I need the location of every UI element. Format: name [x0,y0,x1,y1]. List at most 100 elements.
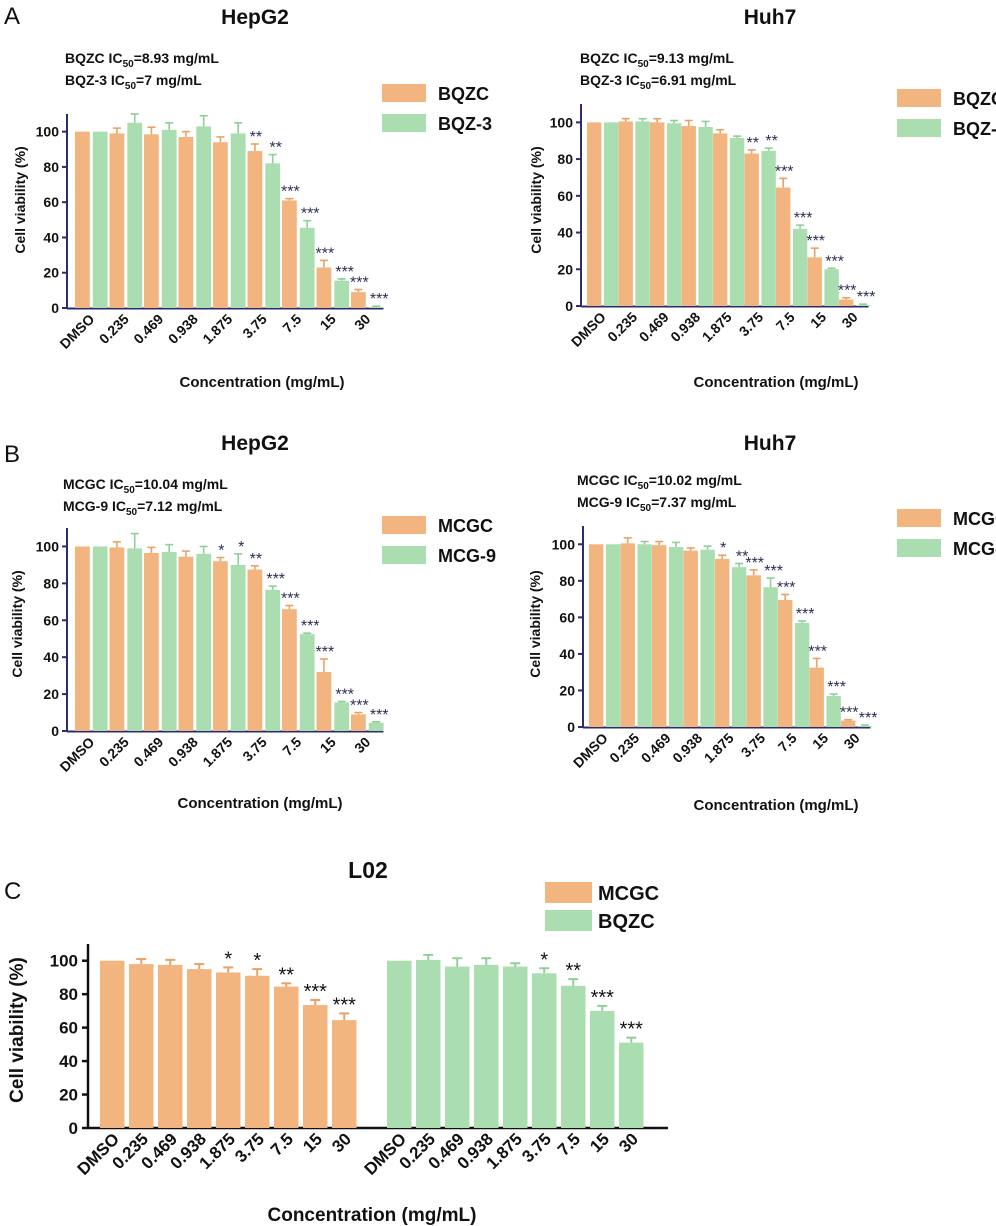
x-tick-label: 0.469 [130,734,166,770]
bar-BQZC [75,131,90,308]
bar-BQZC [144,134,159,308]
bar-MCGC [178,556,194,731]
x-axis-label: Concentration (mg/mL) [178,795,343,812]
significance-mark: *** [281,591,300,608]
chart-title: L02 [348,857,388,883]
bar-BQZ-3 [265,163,281,308]
x-tick-label: 0.235 [604,309,640,345]
bar-BQZC [681,126,696,306]
bar-MCG-9 [857,726,873,727]
x-tick-label: 7.5 [773,309,798,334]
bar-BQZC [503,966,528,1128]
bar-MCGC [247,569,263,731]
x-tick-label: 0.469 [636,309,672,345]
y-tick-label: 60 [43,612,59,628]
bar-MCG-9 [196,553,212,731]
x-tick-label: 15 [317,734,339,756]
ic50-annotation: BQZC IC50=9.13 mg/mL [580,50,734,70]
ic50-subscript: 50 [638,481,650,492]
ic50-subscript: 50 [124,485,136,496]
significance-mark: *** [370,707,389,724]
legend-swatch-MCG-9 [897,539,941,557]
bar-MCG-9 [605,544,621,727]
significance-mark: *** [335,686,354,703]
legend-swatch-BQZC [545,910,592,931]
significance-mark: * [540,949,548,971]
x-tick-label: 0.938 [669,730,705,766]
y-tick-label: 0 [69,1119,78,1138]
y-tick-label: 0 [565,298,573,314]
y-tick-label: 40 [43,229,59,245]
bar-BQZ-3 [698,126,713,306]
y-axis-label: Cell viability (%) [9,570,25,677]
legend-label-MCG-9: MCG-9 [953,539,996,559]
chart-title: HepG2 [221,6,289,29]
legend-label-BQZC: BQZC [598,911,655,933]
significance-mark: ** [269,140,281,157]
x-tick-label: 30 [351,311,373,333]
chart-title: HepG2 [221,432,289,455]
y-tick-label: 40 [557,225,573,241]
y-axis-label: Cell viability (%) [527,570,543,677]
x-tick-label: 0.235 [96,734,132,770]
y-tick-label: 80 [59,985,78,1004]
significance-mark: ** [765,133,777,150]
y-tick-label: 60 [43,194,59,210]
bar-BQZC [839,299,854,306]
significance-mark: *** [266,571,285,588]
bar-MCGC [274,986,299,1128]
significance-mark: *** [827,679,846,696]
significance-mark: * [720,540,726,557]
x-tick-label: 3.75 [231,1129,268,1166]
x-tick-label: 0.235 [96,311,132,347]
bar-BQZC [213,142,228,308]
bar-BQZC [650,122,665,306]
significance-mark: *** [335,264,354,281]
chart-title: Huh7 [744,432,797,455]
significance-mark: *** [764,563,783,580]
y-tick-label: 100 [36,124,60,140]
chart-C-L02: CL02MCGCBQZC020406080100DMSO0.2350.4690.… [4,857,668,1226]
bar-BQZ-3 [161,129,177,308]
bar-MCGC [158,964,183,1128]
ic50-value: =10.02 mg/mL [649,472,742,488]
x-tick-label: 30 [351,734,373,756]
x-tick-label: 7.5 [775,730,800,755]
bar-BQZC [282,200,297,308]
ic50-label: MCG-9 IC [577,494,640,510]
ic50-label: MCGC IC [577,472,638,488]
significance-mark: *** [350,274,369,291]
y-tick-label: 0 [51,723,59,739]
significance-mark: * [218,543,224,560]
x-tick-label: 15 [299,1129,326,1156]
bar-MCGC [245,975,270,1128]
bar-BQZ-3 [230,133,246,308]
x-axis-label: Concentration (mg/mL) [694,797,859,814]
bar-BQZC [387,960,412,1128]
legend-label-BQZC: BQZC [953,89,996,109]
bar-BQZC [416,959,441,1128]
y-tick-label: 80 [43,159,59,175]
ic50-label: MCG-9 IC [63,498,126,514]
x-tick-label: 0.235 [606,730,642,766]
x-tick-label: DMSO [56,311,97,352]
significance-mark: *** [591,987,615,1009]
bar-BQZC [619,1042,644,1128]
bar-MCGC [75,546,90,731]
y-tick-label: 80 [559,573,575,589]
bar-BQZC [776,187,791,306]
bar-BQZC [247,151,263,308]
bar-MCGC [589,544,604,727]
x-tick-label: 1.875 [199,311,235,347]
y-tick-label: 0 [567,719,575,735]
x-tick-label: 30 [328,1129,355,1156]
x-tick-label: 30 [840,730,862,752]
ic50-value: =7.12 mg/mL [137,498,223,514]
legend-swatch-MCGC [382,516,426,534]
panel-label: C [4,878,21,905]
bar-BQZC [713,133,728,306]
legend-swatch-BQZC [382,84,426,102]
